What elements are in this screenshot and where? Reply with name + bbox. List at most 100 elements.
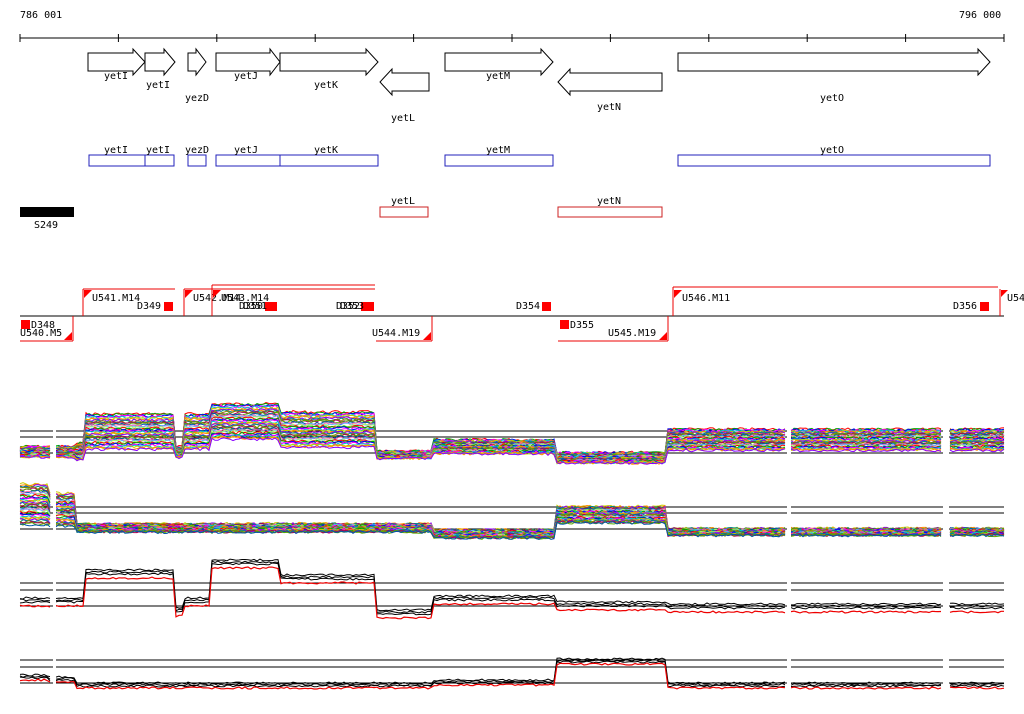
coordinate-ruler	[19, 34, 1005, 42]
unit-label: U545.M19	[608, 328, 656, 339]
gene-arrow-label: yetK	[314, 80, 338, 91]
cds-label: yetL	[391, 196, 415, 207]
marker-d356[interactable]: D356	[953, 301, 989, 312]
unit-u546[interactable]: U546.M11	[672, 286, 998, 316]
track-4-series-line	[19, 657, 1005, 685]
probe-gap	[787, 650, 791, 700]
probe-gap	[943, 560, 949, 625]
probe-gap	[943, 650, 949, 700]
marker-d348[interactable]: D348	[21, 320, 55, 331]
cds-box-yetO[interactable]: yetO	[677, 145, 991, 167]
probe-gap	[787, 470, 791, 545]
marker-label: D354	[516, 301, 540, 312]
gene-arrow-label: yetI	[146, 80, 170, 91]
track-2-series-line	[19, 483, 1005, 532]
transcription-unit-track: U541.M14 U542.M14 U543.M14 U546.M11	[20, 284, 1024, 342]
marker-d352[interactable]: D352	[336, 301, 374, 312]
cds-box-yetI[interactable]: yetI	[88, 145, 146, 167]
cds-box-yetN[interactable]: yetN	[557, 196, 663, 218]
gene-arrow-label: yezD	[185, 93, 209, 104]
unit-label: U542.M14	[193, 293, 241, 304]
unit-u54x[interactable]: U54	[999, 289, 1024, 316]
cds-label: yetJ	[234, 145, 258, 156]
track-3-series-line	[19, 558, 1005, 612]
probe-gap	[787, 560, 791, 625]
track-1-series-line	[19, 437, 1005, 465]
unit-label: U54	[1007, 293, 1024, 304]
unit-u542[interactable]: U542.M14	[183, 288, 375, 316]
end-coordinate: 796 000	[959, 10, 1002, 21]
gene-arrow-yetJ[interactable]: yetJ	[215, 47, 281, 82]
gene-arrow-yetL[interactable]: yetL	[379, 67, 430, 124]
cds-label: yetK	[314, 145, 338, 156]
gene-arrow-yetI-2[interactable]: yetI	[144, 47, 176, 91]
track-2-series-line	[19, 489, 1005, 534]
track-4-highlight-line	[19, 662, 1005, 690]
cds-label: yetM	[486, 145, 510, 156]
gene-arrow-track: yetI yetI yezD yetJ yetK yetL	[87, 47, 991, 124]
cds-label: yezD	[185, 145, 209, 156]
probe-gap	[943, 470, 949, 545]
track-4-series-line	[19, 658, 1004, 687]
unit-label: U541.M14	[92, 293, 140, 304]
probe-gap	[53, 470, 56, 545]
gene-arrow-label: yetI	[104, 71, 128, 82]
segment-s249[interactable]: S249	[20, 207, 74, 231]
gene-arrow-yetI[interactable]: yetI	[87, 47, 146, 82]
probe-gap	[53, 420, 56, 470]
unit-u544[interactable]: U544.M19	[372, 316, 433, 342]
marker-label: D349	[137, 301, 161, 312]
gene-arrow-yetO[interactable]: yetO	[677, 47, 991, 104]
cds-box-yetI-2[interactable]: yetI	[144, 145, 175, 167]
marker-label: D353	[340, 301, 364, 312]
gene-arrow-yetM[interactable]: yetM	[444, 47, 554, 82]
marker-label: D352	[336, 301, 360, 312]
cds-forward-track: yetI yetI yezD yetJ yetK yetM	[88, 145, 991, 167]
marker-d350[interactable]: D350	[239, 301, 277, 312]
marker-label: D355	[570, 320, 594, 331]
track-2-series-line	[19, 520, 1005, 540]
unit-label: U543.M14	[221, 293, 269, 304]
marker-label: D351	[243, 301, 267, 312]
cds-box-yetL[interactable]: yetL	[379, 196, 429, 218]
probe-gap	[53, 650, 56, 700]
unit-u540[interactable]: U540.M5	[20, 316, 74, 342]
gene-arrow-label: yetO	[820, 93, 844, 104]
marker-d351[interactable]: D351	[243, 301, 267, 312]
probe-gap	[943, 420, 949, 470]
unit-u541[interactable]: U541.M14	[82, 288, 175, 316]
cds-box-yetM[interactable]: yetM	[444, 145, 554, 167]
cds-label: yetI	[146, 145, 170, 156]
track-3-highlight-line	[19, 566, 1004, 620]
unit-u545[interactable]: U545.M19	[558, 316, 669, 342]
segment-label: S249	[34, 220, 58, 231]
marker-d349[interactable]: D349	[137, 301, 173, 312]
cds-label: yetI	[104, 145, 128, 156]
gene-arrow-yetK[interactable]: yetK	[279, 47, 379, 91]
cds-box-yetJ[interactable]: yetJ	[215, 145, 281, 167]
cds-box-yezD[interactable]: yezD	[185, 145, 209, 167]
track-4-series-line	[19, 660, 1005, 688]
unit-label: U540.M5	[20, 328, 62, 339]
track-2-series-line	[19, 520, 1005, 540]
track-3-series-line	[19, 562, 1005, 616]
marker-label: D350	[239, 301, 263, 312]
cds-box-yetK[interactable]: yetK	[279, 145, 379, 167]
marker-d354[interactable]: D354	[516, 301, 551, 312]
track-2-series-line	[19, 509, 1005, 538]
marker-d355[interactable]: D355	[560, 320, 594, 331]
unit-label: U546.M11	[682, 293, 730, 304]
probe-gap	[53, 560, 56, 625]
gene-arrow-yetN[interactable]: yetN	[557, 67, 663, 113]
gene-arrow-label: yetM	[486, 71, 510, 82]
marker-label: D356	[953, 301, 977, 312]
marker-label: D348	[31, 320, 55, 331]
unit-label: U544.M19	[372, 328, 420, 339]
track-2-series-line	[19, 518, 1005, 540]
gene-arrow-label: yetN	[597, 102, 621, 113]
gene-arrow-yezD[interactable]: yezD	[185, 47, 209, 104]
unit-u543[interactable]: U543.M14	[211, 284, 375, 316]
gene-arrow-label: yetL	[391, 113, 415, 124]
marker-d353[interactable]: D353	[340, 301, 364, 312]
